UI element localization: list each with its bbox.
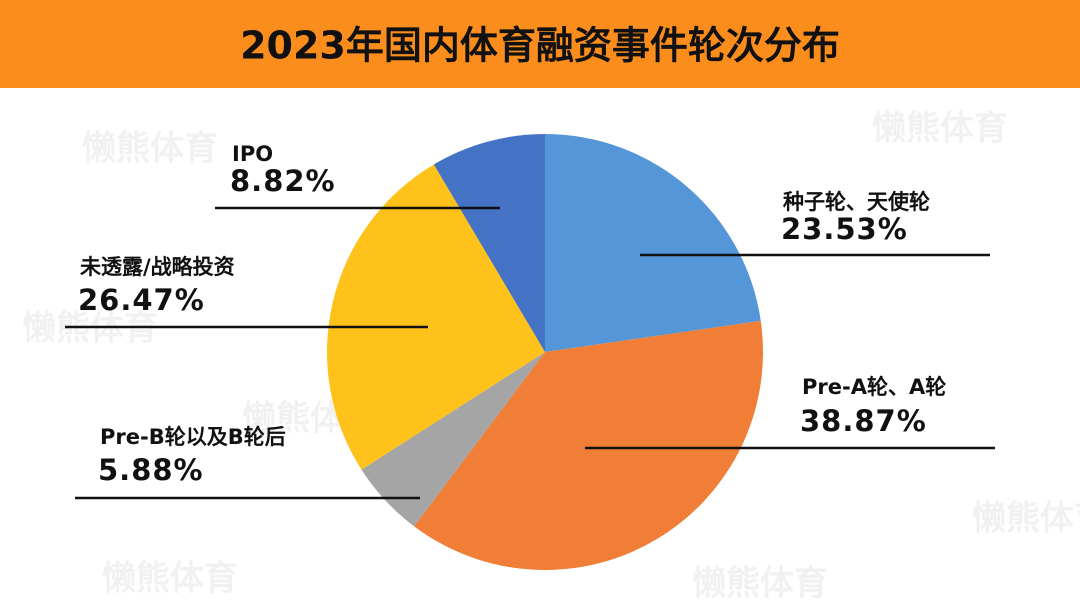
- pie-slice: [361, 352, 545, 527]
- slice-label: IPO: [232, 142, 273, 166]
- header-band: [0, 0, 1080, 88]
- value-label: 26.47%: [78, 283, 205, 317]
- pie-slice: [433, 134, 545, 352]
- slice-label: 种子轮、天使轮: [782, 190, 930, 214]
- slice-label: Pre-A轮、A轮: [802, 375, 946, 399]
- value-label: 8.82%: [230, 164, 336, 198]
- watermark: 懒熊体育: [22, 309, 158, 349]
- pie-slice: [545, 134, 761, 352]
- value-label: 23.53%: [781, 212, 908, 246]
- watermark: 懒熊体育: [102, 559, 238, 599]
- watermark: 懒熊体育: [972, 499, 1080, 539]
- slice-label: 未透露/战略投资: [80, 255, 235, 279]
- watermark: 懒熊体育: [872, 109, 1008, 149]
- watermark: 懒熊体育: [82, 129, 218, 169]
- chart-title: 2023年国内体育融资事件轮次分布: [240, 24, 840, 68]
- watermark: 懒熊体育: [692, 564, 828, 604]
- value-label: 5.88%: [98, 453, 204, 487]
- value-label: 38.87%: [800, 404, 927, 438]
- pie-slice: [414, 320, 763, 570]
- slice-label: Pre-B轮以及B轮后: [100, 425, 286, 449]
- pie-slice: [327, 164, 545, 470]
